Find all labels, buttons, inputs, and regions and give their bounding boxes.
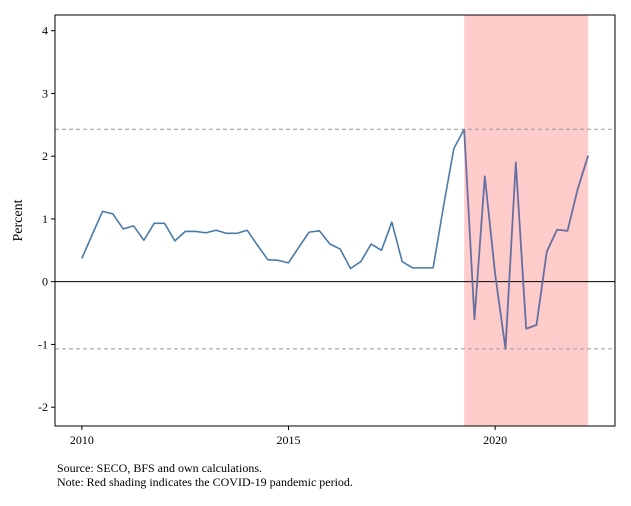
y-tick-label: -2: [38, 400, 48, 414]
covid-shaded-region: [464, 15, 589, 426]
y-tick-label: 1: [42, 212, 48, 226]
x-tick-label: 2010: [70, 433, 94, 447]
axes-layer: -2 -1 0 1 2 3 4 2010 2015 2020: [38, 24, 507, 447]
series-line-pre-covid: [81, 128, 465, 270]
y-tick-label: -1: [38, 337, 48, 351]
covid-shading-layer: [464, 15, 589, 426]
y-tick-label: 2: [42, 149, 48, 163]
chart-notes: Source: SECO, BFS and own calculations. …: [57, 461, 353, 489]
covid-shading-note: Note: Red shading indicates the COVID-19…: [57, 475, 353, 489]
source-note: Source: SECO, BFS and own calculations.: [57, 461, 262, 475]
y-tick-label: 4: [42, 24, 48, 38]
x-tick-label: 2020: [483, 433, 507, 447]
line-chart: -2 -1 0 1 2 3 4 2010 2015 2020 Percent: [11, 14, 616, 447]
y-tick-label: 3: [42, 86, 48, 100]
reference-lines-layer: [55, 128, 615, 350]
x-tick-label: 2015: [277, 433, 301, 447]
series-line-covid-period: [463, 129, 589, 350]
y-tick-label: 0: [42, 275, 48, 289]
plot-frame: [54, 14, 616, 427]
y-axis-title: Percent: [11, 199, 26, 241]
series-layer: [81, 128, 589, 350]
